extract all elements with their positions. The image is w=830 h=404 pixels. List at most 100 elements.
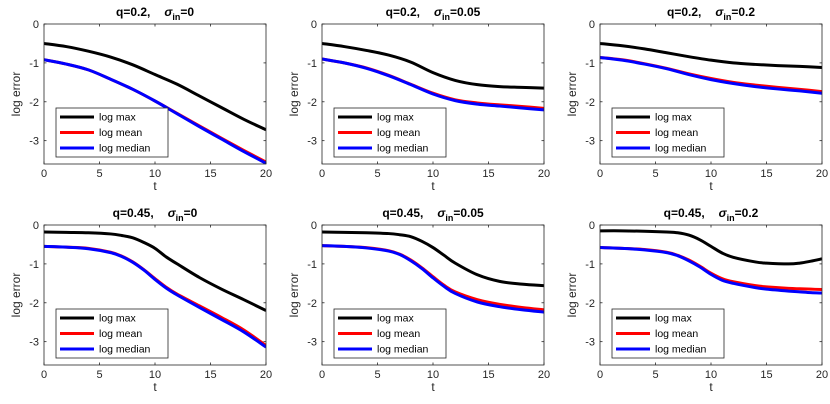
series-line-log-median bbox=[600, 55, 822, 95]
title-q: q=0.45, bbox=[382, 206, 423, 220]
x-tick-label: 5 bbox=[652, 168, 658, 180]
x-tick-label: 0 bbox=[319, 168, 325, 180]
legend: log max log mean log median bbox=[55, 308, 169, 359]
legend-label: log mean bbox=[377, 127, 420, 139]
y-tick-label: -1 bbox=[307, 58, 317, 70]
legend-label: log median bbox=[377, 143, 429, 155]
title-q: q=0.45, bbox=[113, 206, 154, 220]
legend-label: log max bbox=[99, 313, 137, 325]
title-sigma: σ bbox=[719, 206, 728, 220]
panel-title: q=0.45, σin=0.2 bbox=[664, 206, 759, 223]
y-tick-label: -2 bbox=[29, 298, 39, 310]
y-axis-label: log error bbox=[565, 273, 579, 318]
y-tick-label: -1 bbox=[307, 259, 317, 271]
series-line-log-median bbox=[44, 58, 266, 164]
series-group bbox=[322, 230, 544, 314]
y-tick-label: -3 bbox=[585, 337, 595, 349]
legend-label: log median bbox=[655, 344, 707, 356]
title-q: q=0.2, bbox=[667, 5, 701, 19]
title-subscript: in bbox=[723, 12, 731, 22]
title-sigma: σ bbox=[434, 5, 443, 19]
series-group bbox=[600, 41, 822, 95]
legend-label: log max bbox=[377, 313, 415, 325]
chart-panel-1: 0 5 10 15 20 0 -1 -2 -3 t log error q=0.2, σin=0 log … bbox=[9, 5, 272, 193]
x-axis-label: t bbox=[709, 380, 713, 394]
x-tick-label: 5 bbox=[374, 369, 380, 381]
series-group bbox=[44, 230, 266, 349]
x-tick-label: 15 bbox=[482, 369, 494, 381]
y-axis-label: log error bbox=[287, 72, 301, 117]
title-q: q=0.45, bbox=[664, 206, 705, 220]
title-sigma: σ bbox=[437, 206, 446, 220]
x-tick-label: 10 bbox=[705, 369, 717, 381]
x-tick-label: 10 bbox=[149, 168, 161, 180]
legend: log max log mean log median bbox=[333, 308, 447, 359]
chart-panel-4: 0 5 10 15 20 0 -1 -2 -3 t log error q=0.45, σin=0 log… bbox=[9, 206, 272, 394]
chart-panel-2: 0 5 10 15 20 0 -1 -2 -3 t log error q=0.2, σin=0.05 l… bbox=[287, 5, 550, 193]
legend-label: log max bbox=[377, 112, 415, 124]
series-line-log-median bbox=[600, 246, 822, 295]
legend: log max log mean log median bbox=[55, 107, 169, 158]
legend-label: log mean bbox=[377, 328, 420, 340]
x-tick-label: 0 bbox=[41, 369, 47, 381]
series-line-log-max bbox=[44, 230, 266, 312]
x-axis-label: t bbox=[709, 179, 713, 193]
panel-title: q=0.2, σin=0.2 bbox=[667, 5, 755, 22]
x-tick-label: 0 bbox=[597, 369, 603, 381]
legend-label: log mean bbox=[655, 127, 698, 139]
legend-label: log mean bbox=[655, 328, 698, 340]
x-axis-label: t bbox=[431, 179, 435, 193]
title-subscript: in bbox=[445, 213, 453, 223]
x-tick-label: 20 bbox=[816, 369, 828, 381]
y-tick-label: -3 bbox=[29, 337, 39, 349]
series-line-log-max bbox=[322, 41, 544, 90]
y-tick-label: -2 bbox=[307, 97, 317, 109]
title-value: =0.2 bbox=[735, 206, 759, 220]
series-group bbox=[600, 229, 822, 295]
x-tick-label: 15 bbox=[204, 369, 216, 381]
x-tick-label: 20 bbox=[538, 168, 550, 180]
y-axis-label: log error bbox=[9, 273, 23, 318]
y-tick-label: -2 bbox=[585, 97, 595, 109]
legend-label: log median bbox=[377, 344, 429, 356]
legend-label: log median bbox=[655, 143, 707, 155]
x-tick-label: 0 bbox=[319, 369, 325, 381]
title-q: q=0.2, bbox=[386, 5, 420, 19]
series-line-log-median bbox=[322, 244, 544, 314]
x-tick-label: 15 bbox=[760, 168, 772, 180]
chart-panel-6: 0 5 10 15 20 0 -1 -2 -3 t log error q=0.45, σin=0.2 l… bbox=[565, 206, 828, 394]
x-tick-label: 10 bbox=[705, 168, 717, 180]
y-tick-label: 0 bbox=[311, 19, 317, 31]
legend-label: log max bbox=[655, 112, 693, 124]
title-subscript: in bbox=[176, 213, 184, 223]
legend-label: log median bbox=[99, 344, 151, 356]
y-tick-label: -2 bbox=[585, 298, 595, 310]
y-tick-label: -3 bbox=[307, 337, 317, 349]
panel-title: q=0.45, σin=0 bbox=[113, 206, 198, 223]
x-tick-label: 0 bbox=[41, 168, 47, 180]
series-group bbox=[44, 41, 266, 164]
x-tick-label: 20 bbox=[538, 369, 550, 381]
title-value: =0.05 bbox=[453, 206, 484, 220]
y-axis-label: log error bbox=[565, 72, 579, 117]
y-tick-label: -3 bbox=[585, 136, 595, 148]
y-axis-label: log error bbox=[287, 273, 301, 318]
x-tick-label: 10 bbox=[427, 369, 439, 381]
y-tick-label: -2 bbox=[29, 97, 39, 109]
title-value: =0.2 bbox=[731, 5, 755, 19]
title-value: =0 bbox=[184, 206, 198, 220]
legend-label: log mean bbox=[99, 328, 142, 340]
panel-title: q=0.45, σin=0.05 bbox=[382, 206, 484, 223]
series-line-log-max bbox=[600, 41, 822, 70]
y-tick-label: 0 bbox=[589, 19, 595, 31]
x-tick-label: 15 bbox=[204, 168, 216, 180]
x-tick-label: 20 bbox=[816, 168, 828, 180]
x-axis-label: t bbox=[153, 179, 157, 193]
legend-label: log max bbox=[655, 313, 693, 325]
title-sigma: σ bbox=[168, 206, 177, 220]
series-group bbox=[322, 41, 544, 112]
x-tick-label: 5 bbox=[96, 168, 102, 180]
x-tick-label: 10 bbox=[427, 168, 439, 180]
y-tick-label: -1 bbox=[585, 58, 595, 70]
